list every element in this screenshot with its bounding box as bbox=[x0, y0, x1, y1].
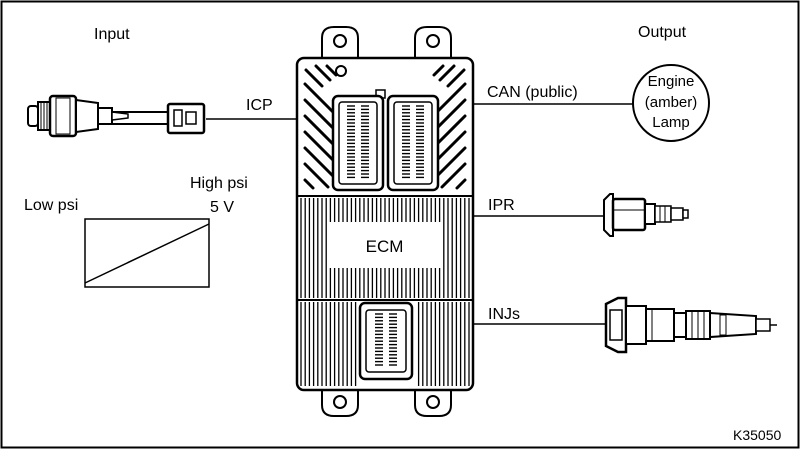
ecm-connector-right bbox=[386, 94, 440, 192]
voltage-label: 5 V bbox=[210, 199, 234, 216]
ecm-top-fins bbox=[303, 64, 467, 190]
ecm-connector-left bbox=[331, 94, 385, 192]
ecm-screw bbox=[335, 65, 347, 77]
ecm-module: ECM bbox=[295, 26, 475, 417]
ipr-valve-icon bbox=[603, 193, 689, 237]
ecm-label-plate bbox=[331, 224, 438, 266]
figure-code: K35050 bbox=[733, 427, 781, 443]
injs-label: INJs bbox=[488, 306, 520, 323]
ecm-label: ECM bbox=[366, 237, 404, 256]
mounting-tab-bottom-right bbox=[414, 387, 452, 417]
injector-icon bbox=[604, 296, 777, 354]
wires bbox=[206, 103, 633, 325]
ecm-middle-fins bbox=[300, 198, 470, 298]
high-psi-label: High psi bbox=[190, 175, 248, 192]
mounting-tab-top-left bbox=[321, 26, 359, 59]
lamp-line-3: Lamp bbox=[652, 114, 690, 131]
ecm-connector-bottom bbox=[358, 301, 414, 381]
icp-sensor-icon bbox=[27, 94, 206, 138]
ecm-bottom-fins bbox=[300, 302, 470, 386]
icp-signal-graph bbox=[84, 218, 210, 288]
icp-label: ICP bbox=[246, 97, 273, 114]
lamp-line-1: Engine bbox=[648, 73, 695, 90]
low-psi-label: Low psi bbox=[24, 197, 78, 214]
output-heading: Output bbox=[638, 24, 687, 41]
ipr-label: IPR bbox=[488, 197, 515, 214]
mounting-tab-top-right bbox=[414, 26, 452, 59]
engine-lamp: Engine (amber) Lamp bbox=[632, 64, 710, 142]
input-heading: Input bbox=[94, 26, 130, 43]
mounting-tab-bottom-left bbox=[321, 387, 359, 417]
can-label: CAN (public) bbox=[487, 84, 578, 101]
lamp-line-2: (amber) bbox=[645, 94, 698, 111]
